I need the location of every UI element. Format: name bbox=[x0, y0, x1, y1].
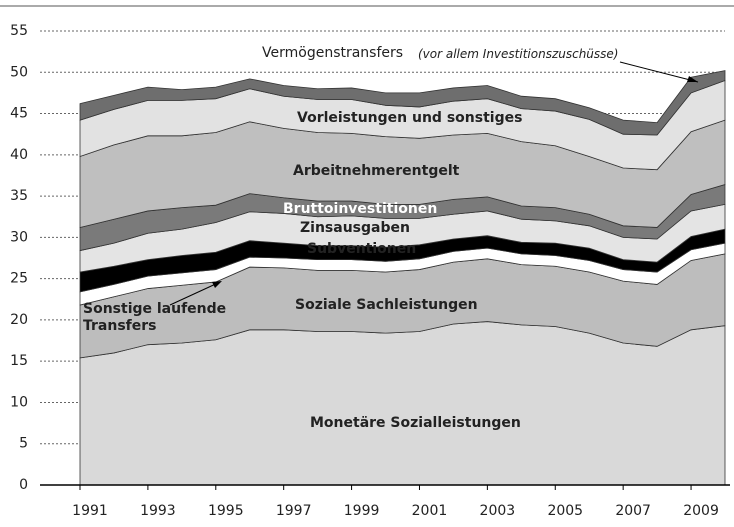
y-tick-label: 45 bbox=[10, 106, 28, 122]
series-label: Arbeitnehmerentgelt bbox=[293, 163, 460, 179]
y-tick-label: 20 bbox=[10, 312, 28, 328]
y-tick-label: 40 bbox=[10, 147, 28, 163]
x-tick-label: 2003 bbox=[480, 503, 516, 519]
y-tick-label: 25 bbox=[10, 271, 28, 287]
x-tick-label: 1993 bbox=[140, 503, 176, 519]
y-tick-label: 35 bbox=[10, 188, 28, 204]
x-tick-label: 1991 bbox=[72, 503, 108, 519]
series-label: Zinsausgaben bbox=[300, 220, 410, 236]
annotation: (vor allem Investitionszuschüsse) bbox=[418, 47, 619, 61]
series-label: Monetäre Sozialleistungen bbox=[310, 415, 521, 431]
x-tick-label: 2005 bbox=[547, 503, 583, 519]
y-tick-label: 55 bbox=[10, 23, 28, 39]
area bbox=[79, 70, 726, 136]
y-tick-label: 0 bbox=[19, 477, 28, 493]
arrow-head bbox=[687, 76, 698, 82]
x-tick-label: 2001 bbox=[412, 503, 448, 519]
series-label: Subventionen bbox=[307, 241, 417, 257]
arrow bbox=[169, 281, 221, 306]
x-tick-label: 1995 bbox=[208, 503, 244, 519]
y-tick-label: 5 bbox=[19, 436, 28, 452]
series-label: Sonstige laufende Transfers bbox=[83, 301, 227, 334]
area bbox=[79, 321, 726, 486]
x-tick-label: 1999 bbox=[344, 503, 380, 519]
series-label: Vermögenstransfers bbox=[262, 45, 404, 61]
x-tick-label: 2007 bbox=[615, 503, 651, 519]
x-tick-label: 1997 bbox=[276, 503, 312, 519]
y-tick-label: 15 bbox=[10, 353, 28, 369]
y-tick-label: 30 bbox=[10, 229, 28, 245]
y-tick-label: 10 bbox=[10, 394, 28, 410]
arrow-head bbox=[212, 281, 222, 288]
series-label: Bruttoinvestitionen bbox=[283, 201, 438, 217]
series-label: Vorleistungen und sonstiges bbox=[297, 110, 523, 126]
x-tick-label: 2009 bbox=[683, 503, 719, 519]
series-label: Soziale Sachleistungen bbox=[295, 297, 478, 313]
arrow bbox=[619, 61, 699, 83]
y-tick-label: 50 bbox=[10, 64, 28, 80]
